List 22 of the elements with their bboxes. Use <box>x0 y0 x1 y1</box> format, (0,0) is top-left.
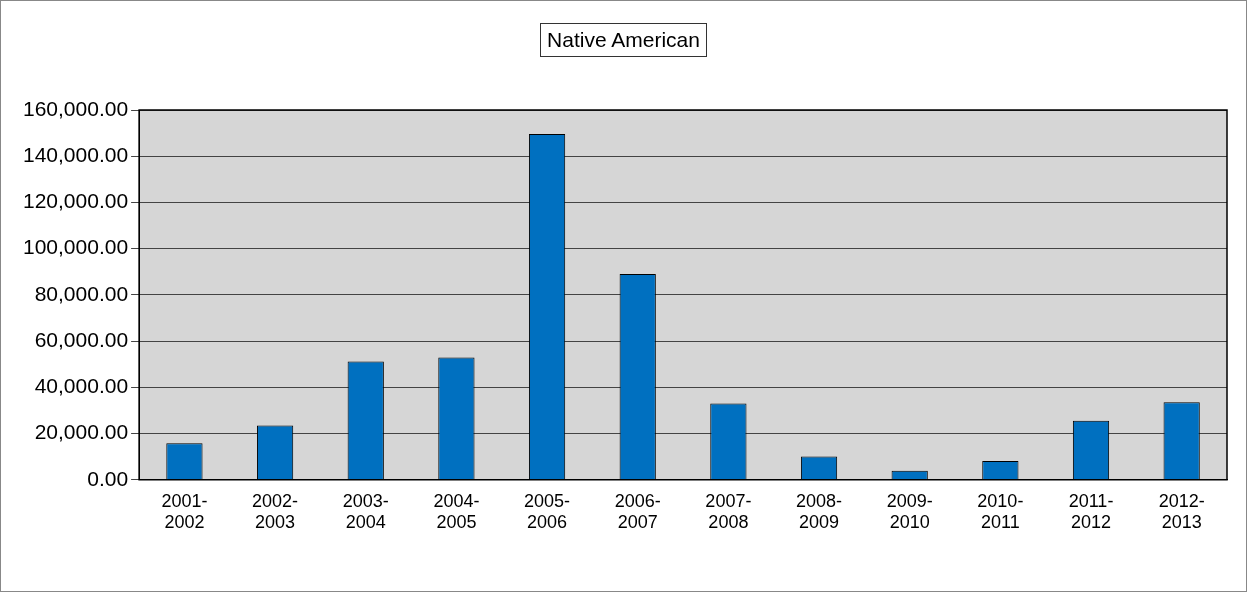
y-tick-label: 80,000.00 <box>34 281 129 305</box>
x-tick-label: 2012-2013 <box>1158 490 1205 533</box>
x-tick-label: 2005-2006 <box>524 490 571 533</box>
x-tick-label: 2001-2002 <box>161 490 208 533</box>
x-tick-label: 2010-2011 <box>977 490 1024 533</box>
x-tick-label: 2008-2009 <box>796 490 843 533</box>
y-tick-label: 100,000.00 <box>22 235 129 259</box>
y-tick-label: 120,000.00 <box>22 189 129 213</box>
x-tick-label: 2002-2003 <box>252 490 299 533</box>
y-tick-label: 160,000.00 <box>22 96 129 120</box>
x-tick-label: 2006-2007 <box>614 490 661 533</box>
x-tick-label: 2011-2012 <box>1068 490 1114 533</box>
y-tick-label: 60,000.00 <box>34 327 129 351</box>
y-tick-label: 140,000.00 <box>22 143 129 167</box>
x-tick-label: 2007-2008 <box>705 490 752 533</box>
x-tick-label: 2009-2010 <box>886 490 933 533</box>
y-tick-label: 40,000.00 <box>34 374 129 398</box>
chart-title: Native American <box>540 23 707 57</box>
x-tick-label: 2004-2005 <box>433 490 480 533</box>
y-tick-label: 0.00 <box>87 466 129 490</box>
y-tick-label: 20,000.00 <box>34 420 129 444</box>
x-tick-label: 2003-2004 <box>342 490 389 533</box>
